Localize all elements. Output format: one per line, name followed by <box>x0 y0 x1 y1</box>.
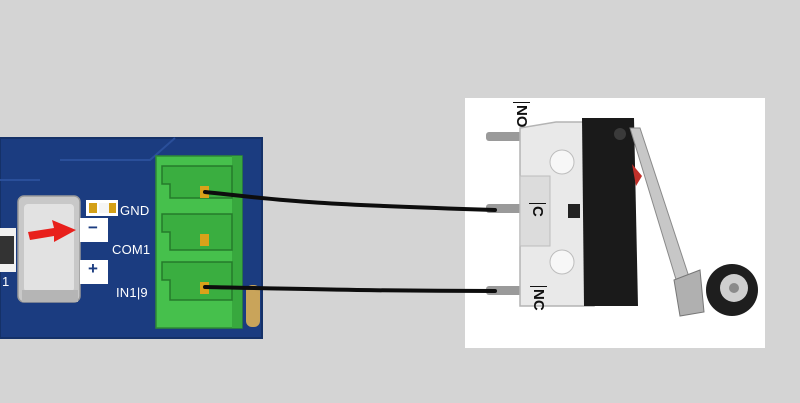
label-nc: NC <box>530 286 547 311</box>
com1-label: COM1 <box>112 242 151 257</box>
wire-to-nc <box>203 285 497 293</box>
label-no: NO <box>513 102 530 128</box>
minus-label: − <box>88 218 99 237</box>
terminal-block <box>155 155 243 329</box>
terminal-slot-2 <box>161 213 233 251</box>
terminal-slot-1 <box>161 165 233 199</box>
plus-label: + <box>88 259 99 278</box>
minus-pad <box>80 218 108 242</box>
edge-number-label: 1 <box>2 274 10 289</box>
edge-pad <box>246 285 260 327</box>
plus-pad <box>80 260 108 284</box>
pcb-push-button <box>17 195 81 303</box>
terminal-slot-3 <box>161 261 233 301</box>
gnd-led <box>86 200 118 216</box>
terminal-pin-2 <box>200 234 209 246</box>
label-c: C <box>529 203 546 217</box>
microswitch <box>465 98 765 348</box>
wire-to-c <box>203 190 497 212</box>
gnd-label: GND <box>120 203 150 218</box>
in1-label: IN1|9 <box>116 285 148 300</box>
red-arrow-icon <box>28 220 76 242</box>
